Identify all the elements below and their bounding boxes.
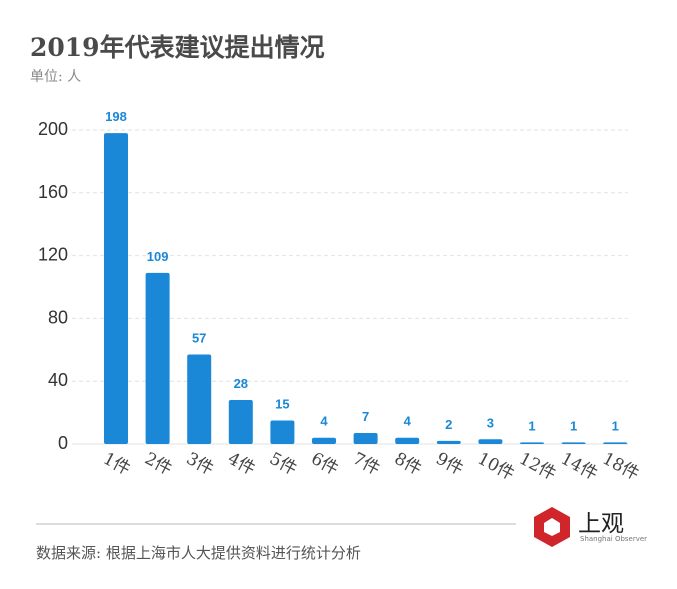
y-tick-label: 120 xyxy=(38,245,68,265)
data-label: 1 xyxy=(612,418,619,433)
data-label: 7 xyxy=(362,409,369,424)
data-label: 57 xyxy=(192,331,206,346)
bar-chart: 040801201602001981件1092件573件284件155件46件7… xyxy=(38,109,643,485)
data-label: 2 xyxy=(445,417,452,432)
y-tick-label: 160 xyxy=(38,182,68,202)
data-label: 1 xyxy=(570,418,577,433)
x-tick-label: 6件 xyxy=(308,449,342,480)
data-label: 109 xyxy=(147,249,169,264)
bar xyxy=(478,439,503,444)
source-note: 数据来源: 根据上海市人大提供资料进行统计分析 xyxy=(36,544,361,562)
bar xyxy=(312,437,336,444)
x-tick-label: 4件 xyxy=(224,449,258,480)
data-label: 15 xyxy=(275,396,289,411)
bar xyxy=(228,400,253,444)
x-tick-label: 18件 xyxy=(599,449,643,485)
bar xyxy=(187,354,212,444)
bar xyxy=(603,442,628,444)
x-tick-label: 12件 xyxy=(516,449,560,485)
x-tick-label: 2件 xyxy=(141,449,175,480)
x-tick-label: 5件 xyxy=(266,449,300,480)
logo-subtitle: Shanghai Observer xyxy=(580,535,648,543)
bar xyxy=(395,437,420,444)
x-tick-label: 10件 xyxy=(474,449,518,485)
bar xyxy=(353,433,378,444)
x-tick-label: 9件 xyxy=(432,449,466,480)
data-label: 3 xyxy=(487,415,494,430)
unit-label: 单位: 人 xyxy=(30,69,82,85)
bar xyxy=(104,133,128,444)
data-label: 4 xyxy=(404,414,412,429)
x-tick-label: 3件 xyxy=(183,449,217,480)
data-label: 4 xyxy=(320,414,328,429)
y-tick-label: 0 xyxy=(58,433,68,453)
x-tick-label: 8件 xyxy=(391,449,425,480)
y-tick-label: 40 xyxy=(48,370,68,390)
y-tick-label: 80 xyxy=(48,307,68,327)
logo-text: 上观 xyxy=(578,511,624,537)
bar xyxy=(561,442,586,444)
x-tick-label: 1件 xyxy=(100,449,134,480)
x-tick-label: 7件 xyxy=(349,449,383,480)
bar xyxy=(520,442,544,444)
shanghai-observer-logo-icon xyxy=(534,507,570,547)
data-label: 1 xyxy=(528,418,535,433)
x-tick-label: 14件 xyxy=(557,449,601,485)
chart-title: 2019年代表建议提出情况 xyxy=(30,33,325,62)
bar xyxy=(270,420,295,444)
y-tick-label: 200 xyxy=(38,119,68,139)
data-label: 198 xyxy=(105,109,127,124)
bar xyxy=(145,272,170,444)
divider xyxy=(36,523,516,525)
bar xyxy=(436,440,461,444)
data-label: 28 xyxy=(234,376,248,391)
